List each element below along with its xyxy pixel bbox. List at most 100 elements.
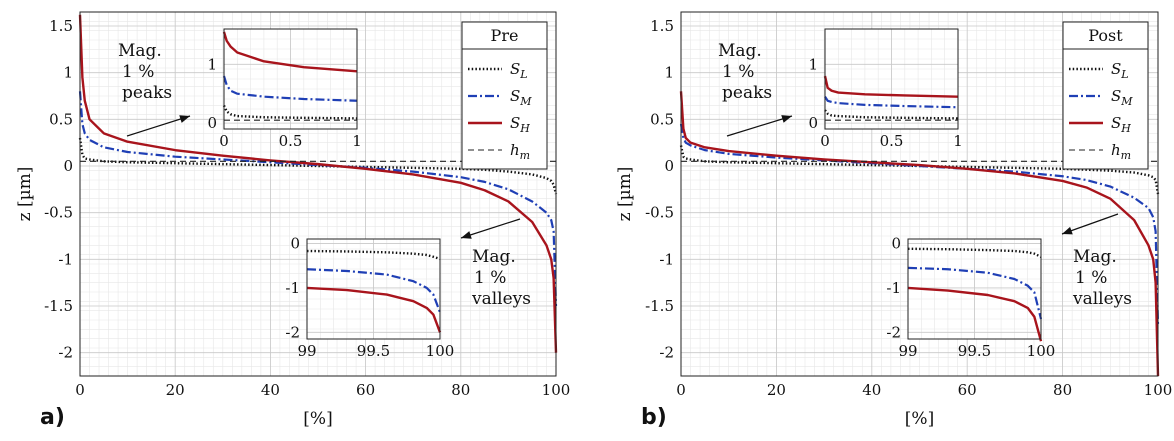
legend-label-sub: M [1120,95,1133,108]
inset-series-line-S_H [823,75,959,98]
annotation-valleys: Mag. 1 % valleys [471,247,531,309]
legend-item-S_H: SH [468,114,530,135]
main-y-tick-label: 0 [664,157,674,175]
inset-frame [223,28,358,130]
main-y-tick-label: 1.5 [49,17,73,35]
main-x-tick-label: 0 [676,381,686,399]
annotation-valleys-line: 1 % [474,268,506,288]
legend-label: SM [1111,87,1133,108]
annotation-arrow [1061,213,1119,235]
inset-frame [907,238,1042,340]
legend-label: SH [1111,114,1131,135]
legend-item-S_M: SM [468,87,532,108]
arrow-shaft [460,218,521,239]
legend-item-S_L: SL [1069,60,1129,81]
inset-x-tick-label: 0.5 [279,132,303,150]
arrow-shaft [126,115,191,137]
main-y-tick-label: -2 [58,344,73,362]
series-line-S_H [679,91,1160,377]
arrow-head [1062,226,1073,235]
legend-label-base: S [1111,114,1121,132]
legend-label: hm [510,141,530,162]
annotation-valleys-line: valleys [1072,289,1132,309]
annotation-valleys-line: valleys [471,289,531,309]
main-y-tick-label: -1.5 [44,297,73,315]
y-axis-label: z [µm] [615,167,635,222]
y-axis-label: z [µm] [15,167,35,222]
arrow-head [781,115,792,123]
main-y-tick-label: 1.5 [650,17,674,35]
legend-title: Post [1088,26,1123,45]
legend-label-base: S [510,60,520,78]
annotation-peaks-line: 1 % [122,62,154,82]
inset-series-line-S_L [824,109,959,120]
inset-series-line-S_H [907,286,1043,342]
main-x-tick-label: 20 [767,381,786,399]
legend-label-sub: m [1121,149,1131,162]
inset-series-line-S_L [907,247,1042,258]
main-x-tick-label: 40 [261,381,280,399]
inset-series-line-S_M [306,268,442,313]
x-axis-label: [%] [905,409,934,429]
annotation-peaks-line: peaks [122,83,172,103]
legend-label-sub: H [519,122,530,135]
main-x-tick-label: 100 [1144,381,1173,399]
inset-x-tick-label: 100 [1027,342,1056,360]
panel-label: a) [40,405,65,430]
inset-y-tick-label: 0 [808,114,818,132]
annotation-peaks-line: 1 % [722,62,754,82]
plot-frame [79,11,557,377]
inset-x-tick-label: 100 [426,342,455,360]
annotation-peaks: Mag. 1 % peaks [718,41,772,103]
arrow-head [461,231,472,239]
legend-label-base: S [1111,60,1121,78]
legend-label-sub: m [520,149,530,162]
inset-y-tick-label: 1 [207,55,217,73]
annotation-arrow [126,115,191,137]
main-y-tick-label: -0.5 [645,204,674,222]
inset-y-tick-label: 0 [891,234,901,252]
arrow-head [179,115,190,123]
main-y-tick-label: 0.5 [49,110,73,128]
legend-label-base: S [510,87,520,105]
legend-item-S_L: SL [468,60,528,81]
inset-valleys: 99 99.5 100 0 -1 -2 [886,234,1055,360]
main-x-tick-label: 80 [1053,381,1072,399]
inset-x-tick-label: 99.5 [357,342,390,360]
series-line-S_H [78,14,558,353]
plot-frame [680,11,1159,377]
main-y-tick-label: 1 [664,64,674,82]
legend-label: SH [510,114,530,135]
main-y-tick-label: 0.5 [650,110,674,128]
legend-label: SL [1111,60,1129,81]
inset-x-tick-label: 1 [352,132,362,150]
main-x-tick-label: 20 [166,381,185,399]
main-x-tick-label: 60 [958,381,977,399]
legend-label-sub: M [519,95,532,108]
legend-title: Pre [491,26,519,45]
legend-label-sub: H [1120,122,1131,135]
panel-label: b) [641,405,667,430]
main-y-tick-label: -1 [58,250,73,268]
inset-y-tick-label: -2 [285,323,300,341]
legend-label-sub: L [1120,68,1128,81]
inset-y-tick-label: -2 [886,323,901,341]
inset-frame [306,238,441,340]
main-x-tick-label: 100 [542,381,571,399]
annotation-arrow [460,218,521,239]
inset-y-tick-label: 0 [290,234,300,252]
legend-label-sub: L [519,68,527,81]
inset-peaks: 0 0.5 1 0 1 [207,28,362,150]
inset-series-line-S_M [907,266,1043,320]
main-y-tick-label: -1 [659,250,674,268]
annotation-peaks-line: Mag. [118,41,162,61]
inset-series-line-S_L [306,249,441,261]
inset-series-line-S_M [222,75,358,102]
legend-item-S_H: SH [1069,114,1131,135]
arrow-shaft [726,115,793,137]
annotation-valleys-line: Mag. [472,247,516,267]
